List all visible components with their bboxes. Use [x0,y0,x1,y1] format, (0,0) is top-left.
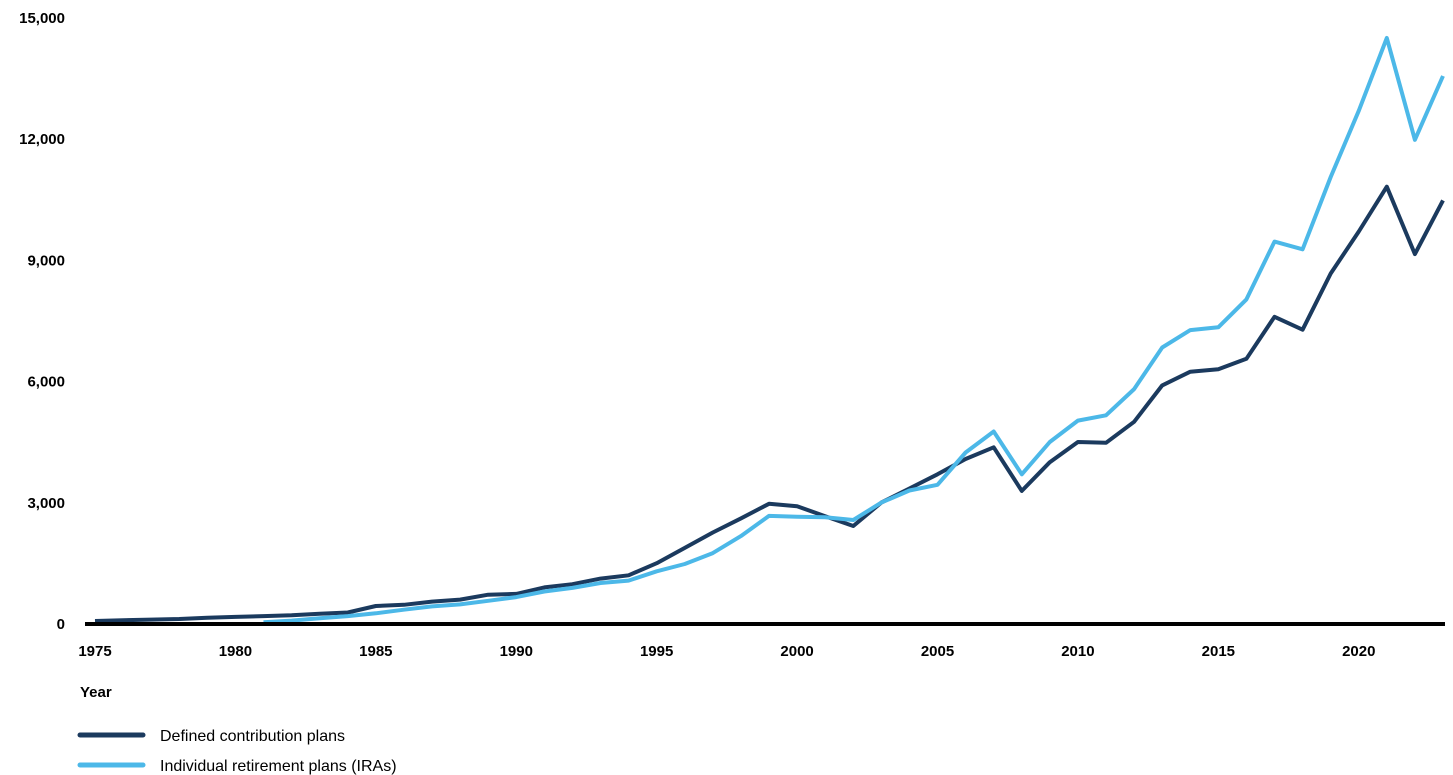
x-axis-label: Year [80,684,112,701]
x-tick-label: 1975 [78,643,111,660]
series-line-0 [94,184,1445,623]
series-line-1 [263,36,1445,625]
x-tick-label: 2010 [1061,643,1094,660]
y-tick-label: 6,000 [27,374,65,391]
y-tick-label: 9,000 [27,252,65,269]
x-tick-label: 2005 [921,643,954,660]
y-tick-label: 15,000 [19,10,65,27]
legend-label-0: Defined contribution plans [160,728,345,745]
y-tick-label: 3,000 [27,495,65,512]
y-tick-label: 12,000 [19,131,65,148]
x-tick-label: 1990 [500,643,533,660]
x-tick-label: 2000 [780,643,813,660]
y-tick-label: 0 [57,616,65,633]
x-tick-label: 2015 [1202,643,1235,660]
legend: Defined contribution plans Individual ret… [77,728,397,775]
x-tick-label: 2020 [1342,643,1375,660]
series-layer [94,36,1445,625]
x-tick-label: 1980 [219,643,252,660]
x-tick-label: 1995 [640,643,673,660]
x-tick-label: 1985 [359,643,392,660]
y-axis-ticks: 0 3,000 6,000 9,000 12,000 15,000 [19,10,65,633]
legend-label-1: Individual retirement plans (IRAs) [160,758,397,775]
x-axis-ticks: 1975 1980 1985 1990 1995 2000 2005 2010 2015 2020 [78,643,1375,660]
